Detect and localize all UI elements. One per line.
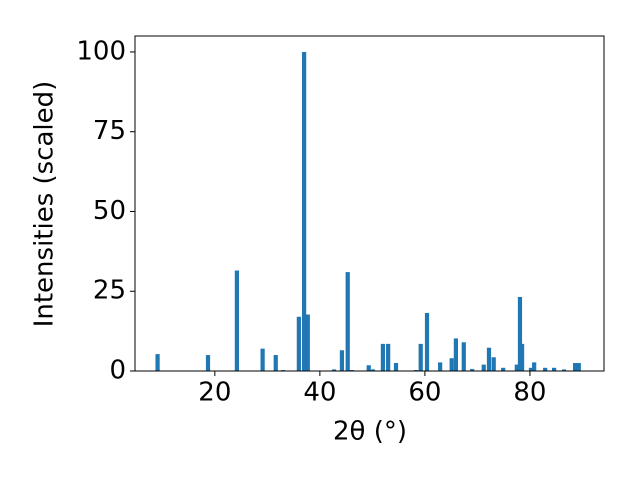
bar: [438, 362, 443, 371]
bar: [486, 347, 492, 371]
bar: [449, 358, 454, 371]
bar: [543, 367, 548, 371]
bar: [345, 272, 350, 371]
bar: [517, 296, 523, 371]
bar: [481, 364, 486, 371]
bar: [302, 51, 307, 371]
bar: [366, 365, 371, 371]
bar: [205, 355, 211, 371]
y-tick-label: 50: [93, 196, 126, 226]
bar: [260, 348, 265, 371]
bar: [453, 338, 458, 371]
bar: [424, 312, 430, 371]
x-tick-label: 80: [513, 378, 546, 408]
bar: [380, 343, 385, 371]
x-tick-label: 20: [198, 378, 231, 408]
bar: [386, 343, 391, 371]
bar: [519, 343, 525, 371]
bar: [393, 363, 399, 371]
bar: [561, 369, 567, 371]
bar: [576, 363, 581, 371]
bar: [514, 364, 519, 371]
bar: [552, 367, 557, 371]
y-tick-label: 75: [93, 116, 126, 146]
bar: [461, 342, 466, 371]
x-axis-label: 2θ (°): [333, 417, 407, 447]
y-axis-label: Intensities (scaled): [30, 81, 60, 328]
bar: [528, 367, 534, 371]
bar: [296, 316, 301, 371]
y-tick-label: 100: [76, 36, 126, 66]
bar: [470, 369, 475, 371]
y-tick-label: 0: [109, 356, 126, 386]
x-tick-label: 60: [408, 378, 441, 408]
bar: [273, 355, 278, 371]
bar: [331, 369, 337, 371]
bar: [418, 343, 423, 371]
bar: [305, 314, 310, 371]
bar: [501, 367, 506, 371]
bar: [155, 354, 160, 371]
bar: [370, 369, 376, 371]
x-tick-label: 40: [303, 378, 336, 408]
y-tick-label: 25: [93, 276, 126, 306]
bar: [573, 363, 578, 371]
bar: [339, 350, 345, 371]
bar: [532, 362, 537, 371]
plot-frame: [134, 35, 605, 372]
bar: [491, 357, 496, 371]
bar: [234, 270, 239, 371]
